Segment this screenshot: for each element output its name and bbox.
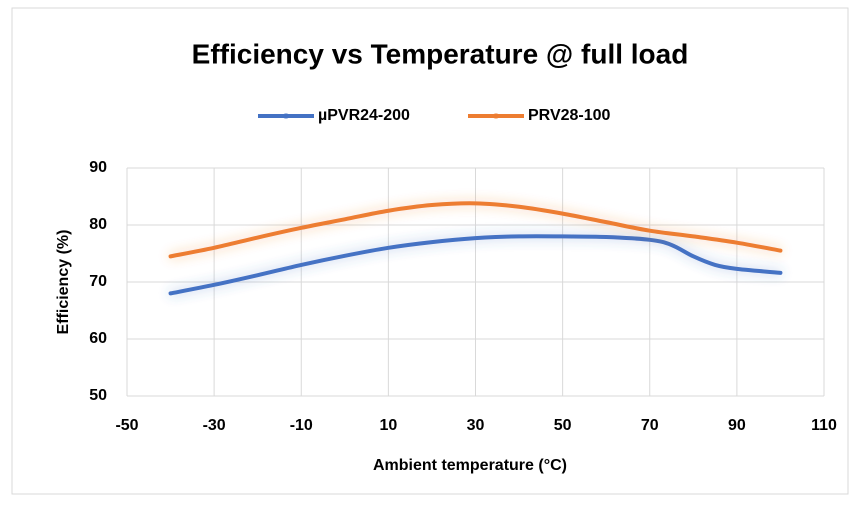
y-tick-label: 50 — [89, 387, 107, 404]
line-series — [168, 201, 783, 259]
y-tick-label: 90 — [89, 159, 107, 176]
y-tick-label: 60 — [89, 330, 107, 347]
x-tick-label: 30 — [467, 417, 485, 434]
x-tick-label: 10 — [379, 417, 397, 434]
y-tick-label: 70 — [89, 273, 107, 290]
x-axis-title: Ambient temperature (°C) — [373, 457, 567, 474]
y-axis-title: Efficiency (%) — [55, 230, 72, 335]
line-series — [168, 234, 783, 296]
legend-marker — [493, 113, 499, 119]
x-tick-label: 50 — [554, 417, 572, 434]
x-tick-label: 90 — [728, 417, 746, 434]
x-tick-label: 70 — [641, 417, 659, 434]
chart-frame — [11, 7, 849, 495]
legend-marker — [283, 113, 289, 119]
legend-label: PRV28-100 — [528, 107, 611, 124]
x-tick-label: 110 — [811, 417, 837, 434]
x-tick-label: -30 — [203, 417, 226, 434]
legend-label: µPVR24-200 — [318, 107, 410, 124]
chart-title: Efficiency vs Temperature @ full load — [192, 38, 689, 69]
x-tick-label: -50 — [115, 417, 138, 434]
x-tick-label: -10 — [290, 417, 313, 434]
y-tick-label: 80 — [89, 216, 107, 233]
